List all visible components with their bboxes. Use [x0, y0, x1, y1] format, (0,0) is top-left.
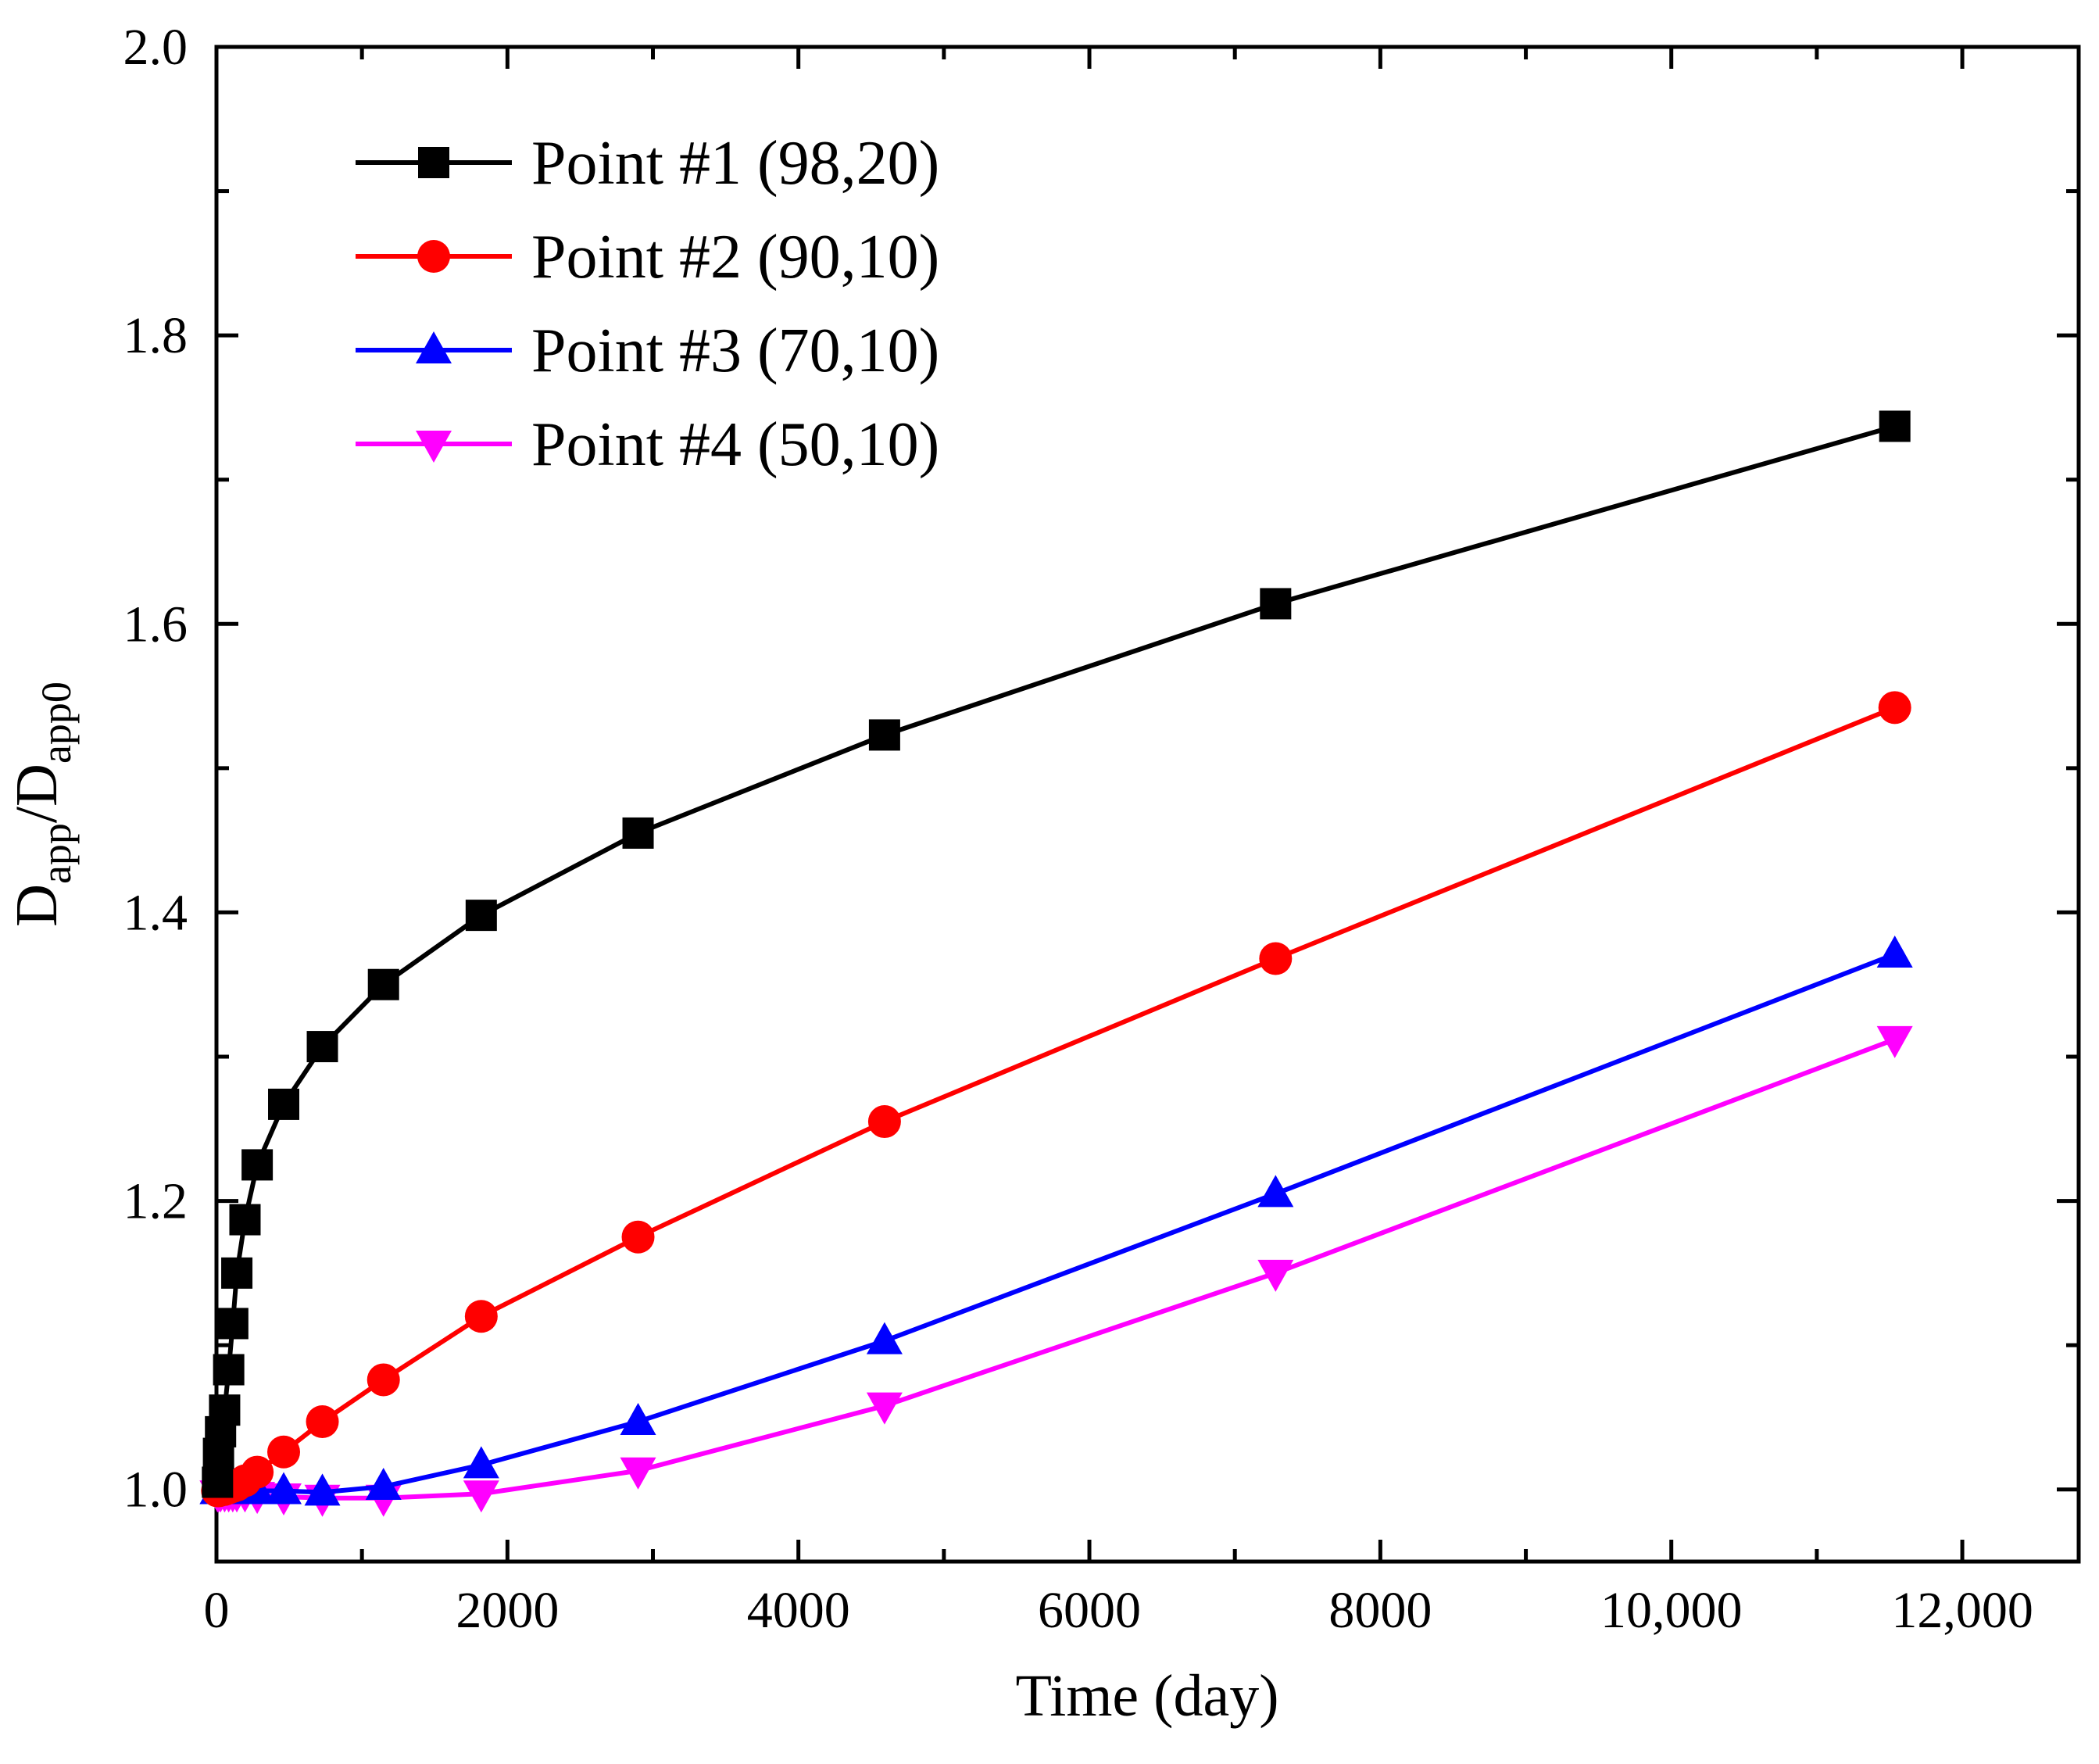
series-layer [199, 410, 1913, 1517]
data-point [221, 1257, 253, 1289]
data-point [621, 1220, 655, 1254]
data-point [241, 1149, 274, 1181]
data-point [866, 1322, 903, 1354]
data-point [213, 1354, 245, 1386]
data-point [367, 968, 399, 1000]
data-point [267, 1435, 301, 1469]
y-tick-label: 2.0 [123, 19, 188, 76]
y-axis-title: Dapp/Dapp0 [4, 682, 80, 927]
legend-marker [417, 240, 450, 273]
legend: Point #1 (98,20) Point #2 (90,10) Point #3… [356, 129, 939, 479]
data-point [1260, 588, 1292, 620]
x-axis-title: Time (day) [1015, 1663, 1278, 1729]
data-point [463, 1480, 499, 1513]
data-point [365, 1468, 402, 1501]
x-tick-label: 12,000 [1891, 1582, 2033, 1639]
data-point [1876, 1025, 1913, 1058]
y-axis-title-sub1: app [33, 823, 80, 884]
data-point [229, 1204, 261, 1236]
data-point [241, 1455, 274, 1489]
legend-marker [418, 147, 449, 178]
data-point [306, 1404, 339, 1438]
data-point [620, 1402, 656, 1435]
x-tick-label: 0 [204, 1582, 230, 1639]
series-point-1 [202, 410, 1911, 1498]
legend-item: Point #1 (98,20) [356, 129, 939, 198]
legend-item: Point #3 (70,10) [356, 317, 939, 385]
data-point [464, 1300, 498, 1333]
y-tick-label: 1.2 [123, 1173, 188, 1230]
data-point [216, 1308, 249, 1340]
legend-marker [416, 331, 452, 363]
legend-item: Point #4 (50,10) [356, 410, 939, 479]
y-tick-label: 1.0 [123, 1462, 188, 1519]
data-point [1259, 942, 1293, 975]
y-tick-label: 1.6 [123, 596, 188, 653]
x-axis-ticks [214, 47, 1965, 1562]
data-point [1879, 410, 1911, 442]
data-point [1257, 1175, 1294, 1208]
data-point [266, 1472, 302, 1505]
x-tick-label: 2000 [456, 1582, 559, 1639]
legend-marker [416, 431, 452, 463]
data-point [868, 719, 900, 751]
data-point [268, 1088, 300, 1120]
x-axis-tick-labels: 0 2000 4000 6000 8000 10,000 12,000 [204, 1582, 2033, 1639]
data-point [620, 1457, 656, 1490]
x-tick-label: 8000 [1328, 1582, 1432, 1639]
y-axis-title-slash: / [4, 806, 70, 823]
data-point [1257, 1259, 1294, 1292]
y-axis-tick-labels: 1.0 1.2 1.4 1.6 1.8 2.0 [123, 19, 188, 1519]
data-point [367, 1363, 400, 1397]
data-point [1876, 935, 1913, 968]
data-point [202, 1466, 234, 1498]
legend-label: Point #4 (50,10) [531, 410, 939, 479]
legend-label: Point #2 (90,10) [531, 223, 939, 292]
data-point [209, 1394, 241, 1426]
data-point [465, 900, 497, 932]
data-point [866, 1392, 903, 1425]
y-axis-title-main: D [4, 884, 70, 927]
data-point [867, 1105, 901, 1139]
data-point [463, 1446, 499, 1479]
data-point [306, 1031, 338, 1063]
y-axis-title-main2: D [4, 764, 70, 807]
x-tick-label: 10,000 [1600, 1582, 1743, 1639]
plot-area-frame [214, 45, 2081, 1564]
legend-label: Point #3 (70,10) [531, 317, 939, 385]
x-tick-label: 4000 [747, 1582, 850, 1639]
x-tick-label: 6000 [1038, 1582, 1141, 1639]
legend-label: Point #1 (98,20) [531, 129, 939, 198]
y-tick-label: 1.8 [123, 307, 188, 364]
data-point [1878, 691, 1911, 725]
legend-item: Point #2 (90,10) [356, 223, 939, 292]
y-tick-label: 1.4 [123, 884, 188, 941]
y-axis-title-sub2: app0 [33, 682, 80, 764]
data-point [622, 817, 654, 849]
data-point [304, 1473, 341, 1506]
